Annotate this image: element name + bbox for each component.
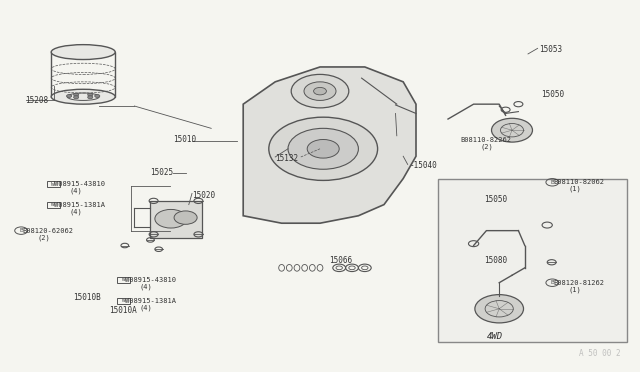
Ellipse shape [51, 45, 115, 60]
Circle shape [88, 93, 93, 96]
Text: 15010B: 15010B [74, 293, 101, 302]
Text: W08915-43810: W08915-43810 [54, 181, 106, 187]
Text: W: W [122, 277, 125, 282]
Text: 15010A: 15010A [109, 306, 136, 315]
Text: 15080: 15080 [484, 256, 507, 265]
Text: W08915-43810: W08915-43810 [125, 277, 176, 283]
Text: 15025: 15025 [150, 169, 173, 177]
Text: 15053: 15053 [539, 45, 562, 54]
Text: (4): (4) [140, 283, 152, 290]
Text: W08915-1381A: W08915-1381A [54, 202, 106, 208]
Text: -15040: -15040 [410, 161, 437, 170]
Circle shape [314, 87, 326, 95]
Circle shape [95, 94, 100, 97]
Text: B: B [550, 280, 554, 285]
Text: W: W [122, 298, 125, 303]
Ellipse shape [51, 89, 115, 104]
Bar [51, 52, 115, 97]
Circle shape [74, 93, 79, 96]
Text: 15132: 15132 [275, 154, 298, 163]
Text: (4): (4) [69, 187, 82, 194]
Circle shape [88, 96, 93, 99]
Bar [150, 201, 202, 238]
Text: B: B [550, 180, 554, 185]
Bar [438, 179, 627, 342]
Text: (4): (4) [69, 208, 82, 215]
Text: 15050: 15050 [541, 90, 564, 99]
Text: 15208: 15208 [26, 96, 49, 105]
Text: W: W [51, 202, 55, 207]
Circle shape [74, 96, 79, 99]
Text: W: W [51, 182, 55, 187]
Text: 15020: 15020 [192, 191, 215, 200]
Text: B08120-81262: B08120-81262 [554, 280, 605, 286]
Circle shape [475, 295, 524, 323]
Text: B08110-82062: B08110-82062 [554, 179, 605, 185]
Bar [47, 181, 60, 187]
Text: A 50 00 2: A 50 00 2 [579, 349, 621, 358]
Circle shape [304, 82, 336, 100]
Circle shape [288, 128, 358, 169]
Circle shape [174, 211, 197, 224]
Circle shape [67, 94, 72, 97]
Circle shape [492, 118, 532, 142]
Text: 4WD: 4WD [486, 332, 502, 341]
Text: B08120-62062: B08120-62062 [22, 228, 74, 234]
Text: (2): (2) [37, 234, 50, 241]
Text: 15066: 15066 [330, 256, 353, 265]
Circle shape [155, 209, 187, 228]
Polygon shape [243, 67, 416, 223]
Text: (1): (1) [568, 286, 581, 293]
Text: B08110-82262: B08110-82262 [461, 137, 512, 142]
Text: (4): (4) [140, 304, 152, 311]
Text: B: B [19, 228, 23, 233]
Text: 15010: 15010 [173, 135, 196, 144]
Circle shape [291, 74, 349, 108]
Bar [47, 202, 60, 208]
Text: W08915-1381A: W08915-1381A [125, 298, 176, 304]
Circle shape [269, 117, 378, 180]
Circle shape [307, 140, 339, 158]
Text: 15050: 15050 [484, 195, 507, 203]
Text: (2): (2) [480, 144, 493, 150]
Text: (1): (1) [568, 186, 581, 192]
Bar [117, 277, 130, 283]
Bar [117, 298, 130, 304]
